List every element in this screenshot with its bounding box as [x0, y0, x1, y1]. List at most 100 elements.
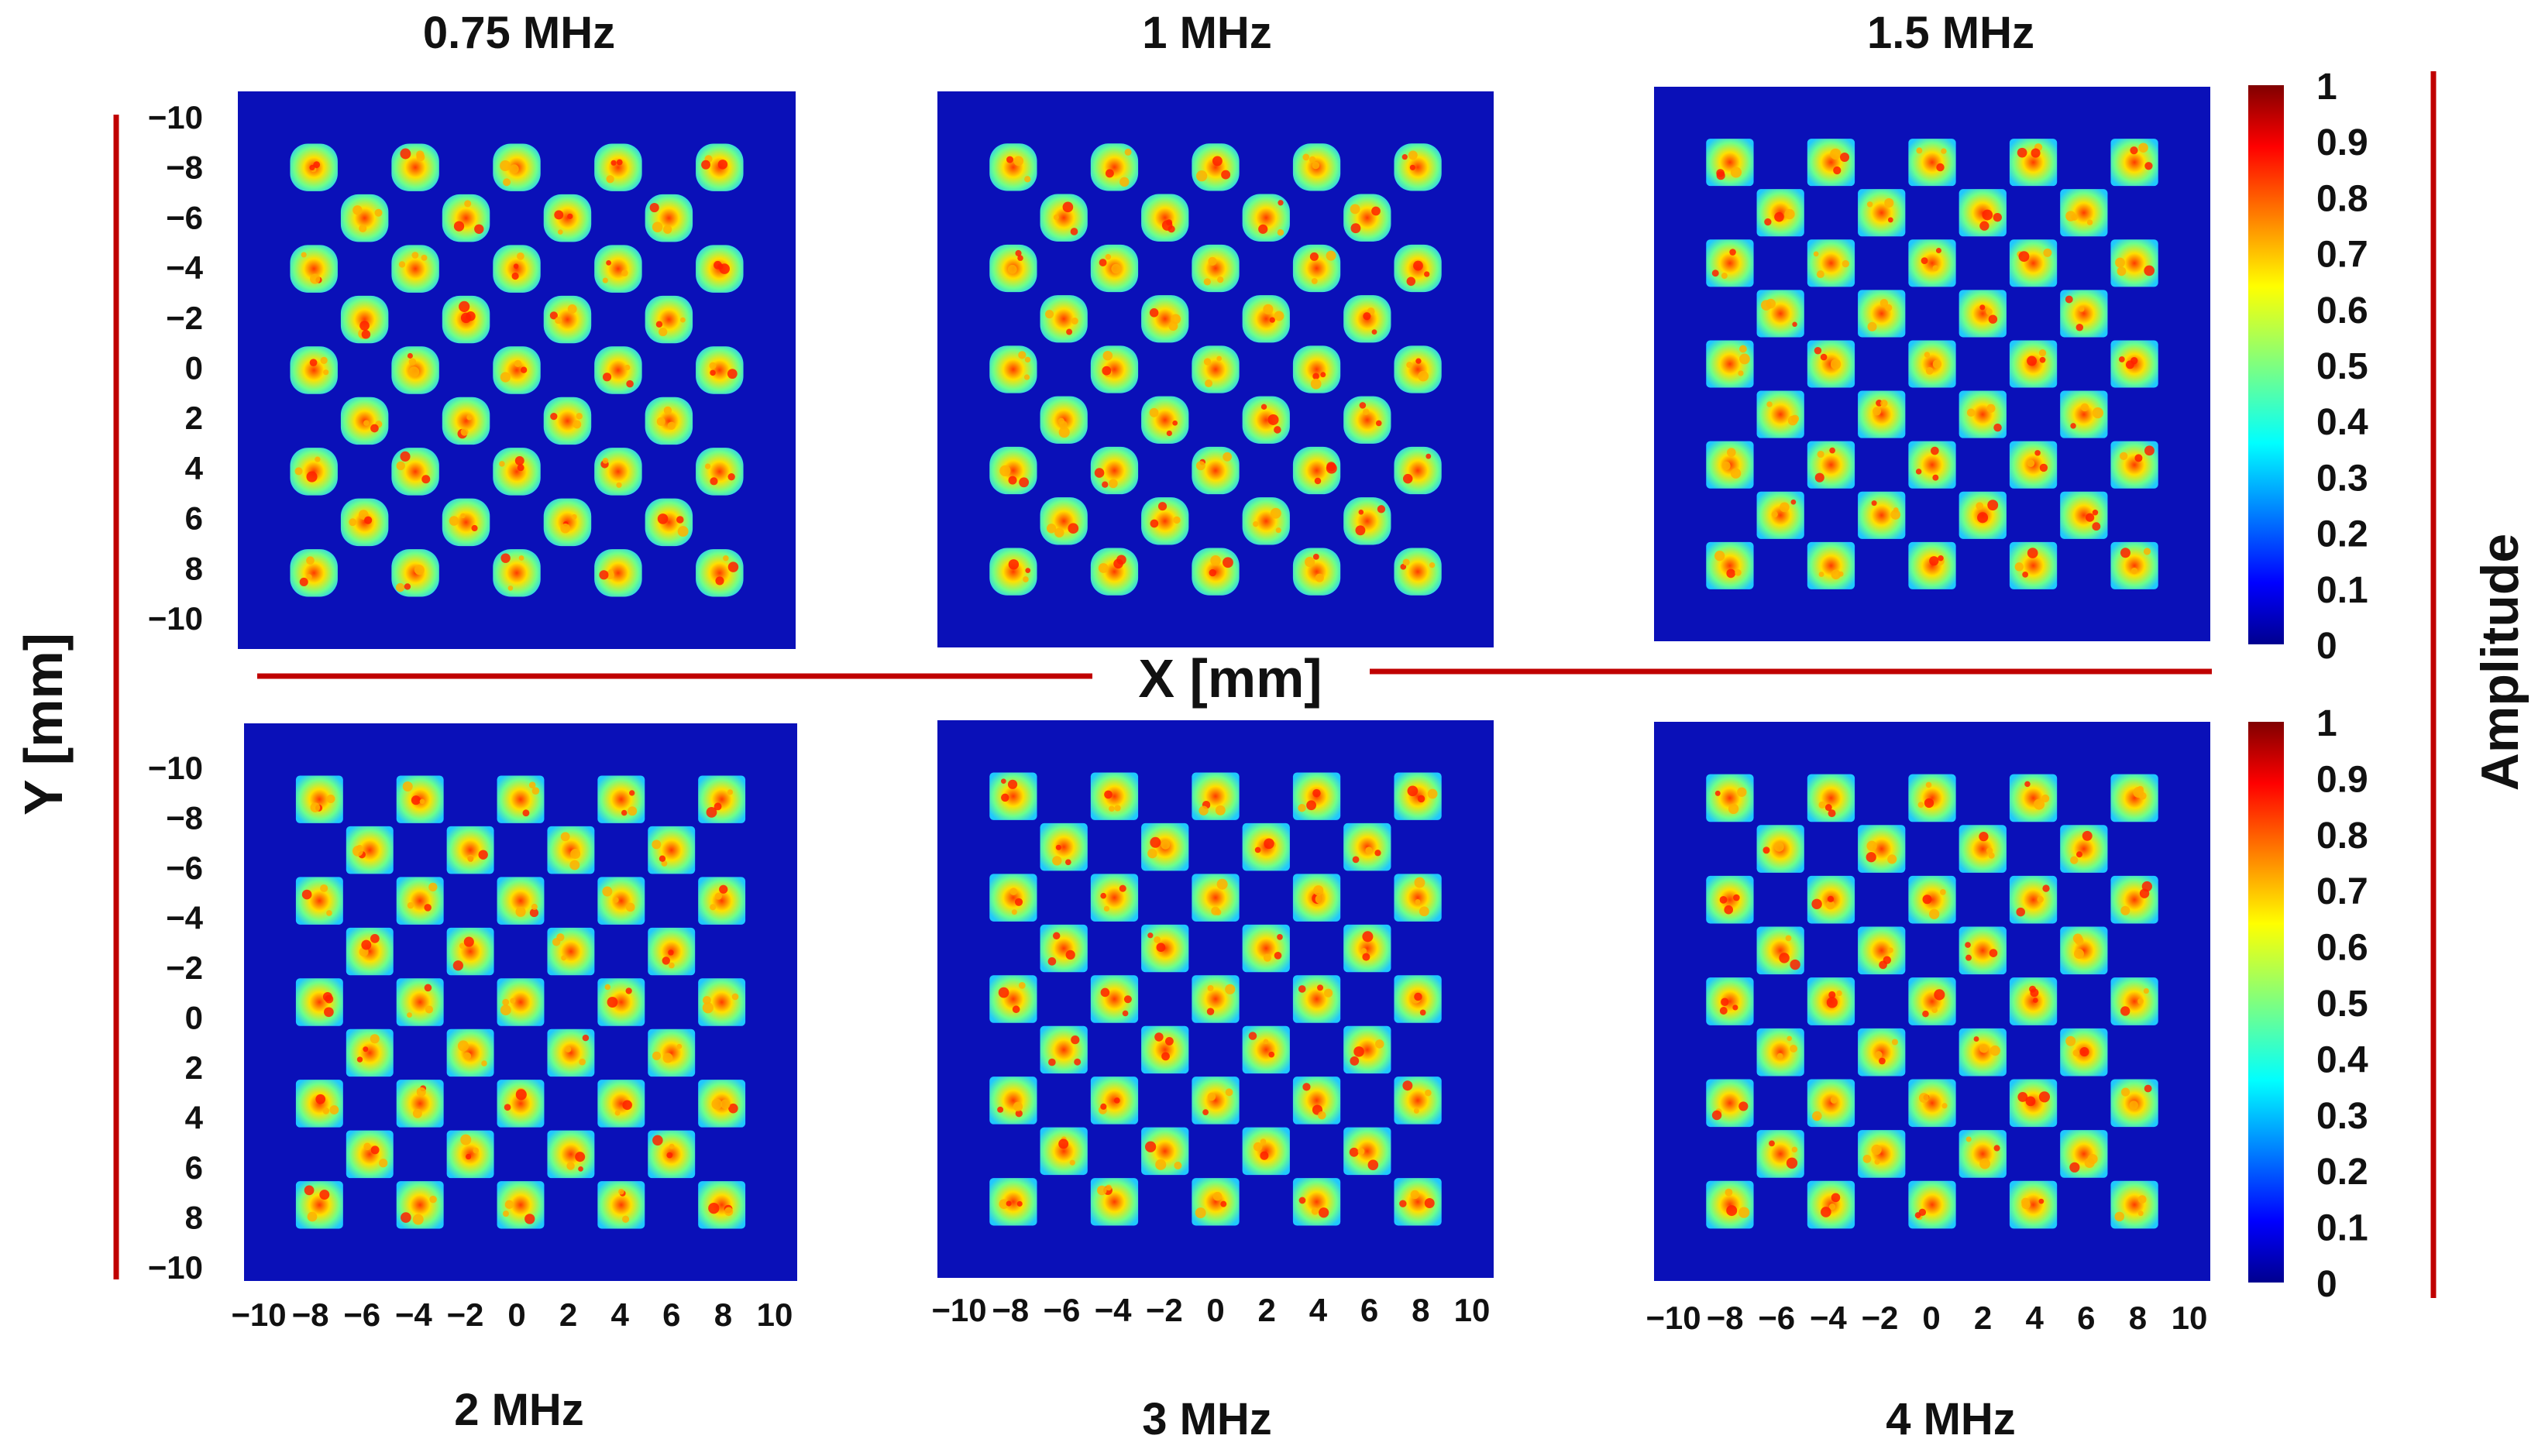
hot-spot: [1058, 421, 1068, 429]
y-tick-label: −4: [166, 900, 204, 936]
checker-cell: [1040, 1127, 1088, 1176]
checker-cell: [391, 143, 439, 191]
hot-spot: [1312, 553, 1319, 560]
hot-spot: [1427, 788, 1438, 799]
hot-spot: [459, 943, 466, 949]
hot-spot: [2070, 856, 2079, 864]
hot-spot: [1016, 1200, 1023, 1207]
checker-cell: [497, 877, 545, 925]
hot-spot: [1324, 988, 1333, 998]
hot-spot: [1350, 1056, 1360, 1066]
hot-spot: [1298, 985, 1306, 993]
y-tick-label: 6: [185, 500, 203, 537]
checker-cell: [1756, 290, 1804, 338]
hot-spot: [524, 1214, 535, 1224]
checker-cell: [1858, 926, 1906, 975]
colorbar-tick-label: 0.7: [2316, 235, 2368, 276]
hot-spot: [1925, 781, 1932, 788]
hot-spot: [1122, 1010, 1129, 1017]
hot-spot: [1309, 252, 1319, 261]
hot-spot: [1764, 218, 1772, 226]
checker-cell: [2060, 189, 2108, 237]
hot-spot: [1205, 379, 1213, 388]
hot-spot: [2138, 143, 2148, 153]
hot-spot: [1826, 997, 1838, 1008]
checker-cell: [1343, 924, 1391, 973]
hot-spot: [569, 860, 580, 871]
hot-spot: [1260, 403, 1267, 410]
hot-spot: [1924, 798, 1934, 809]
hot-spot: [370, 1145, 380, 1155]
hot-spot: [421, 475, 431, 484]
checker-cell: [1394, 548, 1442, 596]
hot-spot: [1362, 953, 1370, 961]
hot-spot: [610, 160, 617, 166]
hot-spot: [1828, 991, 1836, 999]
checker-cell: [597, 775, 645, 823]
checker-cell: [1394, 772, 1442, 820]
hot-spot: [1938, 555, 1944, 561]
hot-spot: [1202, 1109, 1209, 1115]
hot-spot: [661, 860, 668, 867]
checker-cell: [1192, 244, 1240, 293]
checker-cell: [493, 549, 541, 597]
hot-spot: [2034, 450, 2041, 456]
checker-cell: [1040, 295, 1088, 343]
checker-cell: [1292, 1077, 1341, 1125]
hot-spot: [1721, 273, 1728, 280]
hot-spot: [1260, 1138, 1267, 1145]
hot-spot: [625, 902, 635, 912]
checker-cell: [1858, 1130, 1906, 1178]
hot-spot: [677, 526, 689, 537]
hot-spot: [1816, 270, 1824, 279]
hot-spot: [1011, 909, 1017, 915]
panel-title-4: 3 MHz: [1142, 1394, 1272, 1444]
hot-spot: [1312, 373, 1319, 380]
checker-cell: [1192, 1077, 1240, 1125]
hot-spot: [1012, 1005, 1020, 1014]
hot-spot: [613, 897, 619, 903]
hot-spot: [1008, 476, 1017, 485]
hot-spot: [1225, 984, 1236, 994]
hot-spot: [1726, 568, 1736, 579]
hot-spot: [1302, 1083, 1311, 1091]
hot-spot: [710, 904, 717, 911]
checker-cell: [594, 549, 642, 597]
hot-spot: [1172, 420, 1178, 426]
hot-spot: [404, 583, 411, 590]
panel-title-3: 2 MHz: [454, 1385, 584, 1435]
checker-cell: [340, 194, 389, 242]
hot-spot: [606, 260, 611, 266]
hot-spot: [1009, 888, 1018, 895]
checker-cell: [1394, 345, 1442, 393]
checker-cell: [1706, 774, 1754, 822]
hot-spot: [1418, 370, 1429, 382]
checker-cell: [2009, 1180, 2058, 1229]
checker-cell: [989, 975, 1037, 1023]
y-tick-label: −4: [166, 249, 204, 286]
hot-spot: [319, 1190, 330, 1200]
hot-spot: [2027, 355, 2038, 366]
hot-spot: [2069, 1162, 2080, 1173]
checker-cell: [290, 346, 338, 394]
checker-cell: [1141, 1025, 1189, 1074]
checker-cell: [446, 1130, 494, 1179]
hot-spot: [710, 369, 716, 376]
checker-cell: [1807, 541, 1855, 589]
hot-spot: [517, 464, 524, 472]
hot-spot: [1814, 1115, 1821, 1121]
hot-spot: [2030, 988, 2039, 998]
x-tick-labels: −10 −8 −6 −4 −2 0 2 4 6 8 10 −10 −8 −6 −4 −2 0 2 4 6 8 10 −10−…: [231, 1292, 2207, 1336]
hot-spot: [582, 1034, 590, 1042]
hot-spot: [1071, 318, 1078, 325]
hot-spot: [2070, 423, 2076, 429]
hot-spot: [1001, 793, 1009, 802]
checker-cell: [597, 978, 645, 1026]
hot-spot: [1811, 898, 1822, 910]
hot-spot: [1208, 256, 1217, 266]
hot-spot: [723, 555, 729, 561]
hot-spot: [466, 854, 474, 862]
checker-cell: [2110, 977, 2158, 1025]
colorbar-tick-label: 1: [2316, 67, 2337, 108]
checker-cell: [493, 346, 541, 394]
